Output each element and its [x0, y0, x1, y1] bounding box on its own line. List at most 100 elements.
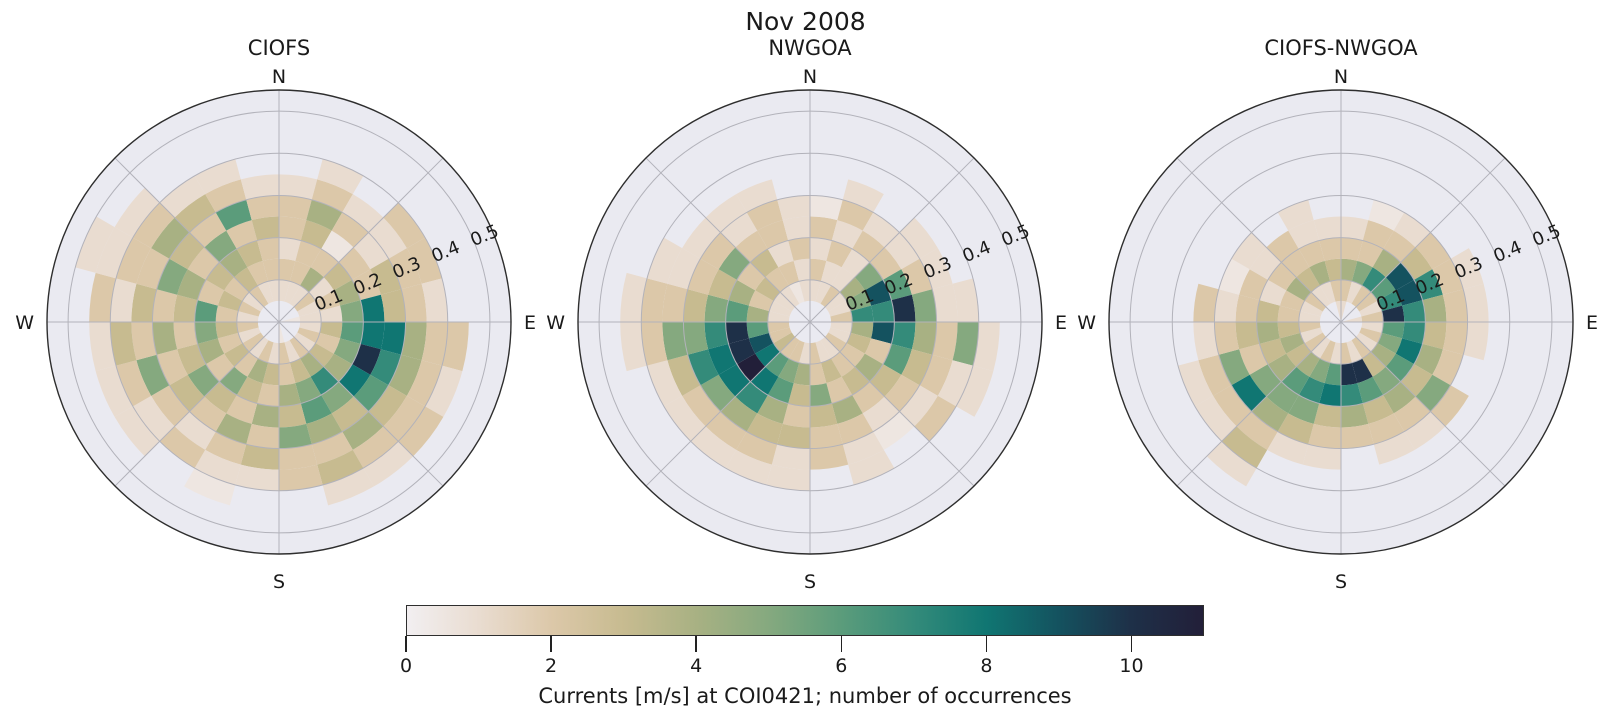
rose-cell	[388, 248, 422, 290]
rose-cell	[338, 364, 371, 397]
rose-cell	[235, 464, 279, 491]
rose-cell	[159, 175, 206, 218]
colorbar-tick-label: 8	[980, 655, 993, 677]
rose-cell	[1355, 292, 1378, 312]
rose-cell	[901, 258, 933, 295]
grid-spoke	[1340, 157, 1506, 323]
compass-label-w: W	[546, 312, 565, 334]
rose-cell	[780, 336, 800, 359]
rose-cell	[736, 353, 766, 382]
rose-cell	[1324, 258, 1341, 282]
grid-spoke	[809, 321, 975, 487]
rose-cell	[353, 232, 389, 270]
rose-cell	[837, 199, 874, 231]
rose-cell	[793, 362, 810, 386]
rose-cell	[380, 322, 406, 355]
rose-cell	[846, 332, 872, 354]
rose-cell	[116, 237, 152, 284]
rose-cell	[1404, 411, 1446, 450]
rose-cell	[932, 283, 958, 322]
rose-cell	[746, 322, 770, 339]
rose-cell	[736, 179, 778, 213]
rose-cell	[1385, 353, 1415, 382]
rose-cell	[864, 279, 892, 306]
figure-title: Nov 2008	[745, 7, 866, 36]
rose-cell	[1341, 237, 1363, 261]
rose-cell	[1377, 290, 1403, 312]
rose-cell	[1302, 444, 1341, 470]
rose-cell	[205, 431, 247, 465]
rose-cell	[342, 411, 384, 450]
rose-cell	[662, 322, 688, 361]
rose-cell	[1298, 376, 1325, 404]
rose-cell	[340, 322, 364, 344]
rose-cell	[236, 311, 259, 322]
colorbar-tick	[695, 636, 697, 652]
rose-cell	[311, 431, 353, 465]
rose-cell	[750, 366, 779, 396]
rose-cell	[1231, 374, 1267, 412]
rose-cell	[319, 305, 343, 322]
rose-cell	[1267, 431, 1309, 465]
rose-cell	[279, 423, 312, 449]
rose-cell	[735, 230, 768, 263]
rose-cell	[236, 322, 259, 333]
rose-cell	[293, 292, 316, 312]
rose-cell	[116, 360, 152, 407]
rose-cell	[793, 258, 810, 282]
rose-cell	[782, 216, 810, 241]
rose-cell	[401, 283, 427, 322]
rose-cell	[1393, 212, 1431, 248]
rose-cell	[342, 194, 384, 233]
rose-cell	[810, 216, 838, 241]
rose-cell	[331, 212, 369, 248]
rose-cell	[937, 360, 973, 407]
compass-label-s: S	[1335, 571, 1347, 593]
rose-cell	[767, 240, 794, 268]
rose-cell	[114, 406, 160, 457]
rose-cell	[238, 300, 261, 317]
rose-cell	[217, 290, 243, 312]
rose-cell	[279, 403, 307, 428]
rose-cell	[184, 468, 236, 506]
rose-cell	[1239, 343, 1268, 375]
rose-cell	[687, 258, 719, 295]
rose-cell	[667, 248, 701, 290]
rose-cell	[1362, 351, 1386, 377]
rose-cell	[1377, 332, 1403, 354]
rose-cell	[810, 423, 843, 449]
rose-cell	[300, 395, 332, 424]
rose-cell	[1357, 240, 1384, 268]
rose-cell	[1235, 294, 1260, 322]
rose-cell	[219, 366, 248, 396]
rose-cell	[306, 413, 343, 445]
rose-cell	[1279, 332, 1305, 354]
rose-cell	[1341, 279, 1352, 302]
rose-cell	[317, 159, 364, 195]
rose-cells	[620, 179, 1000, 491]
rose-cell	[152, 289, 178, 322]
rose-cell	[380, 289, 406, 322]
rose-cell	[883, 269, 912, 301]
rose-cell	[919, 248, 953, 290]
rose-cell	[1288, 395, 1320, 424]
rose-cell	[1341, 362, 1358, 386]
rose-cell	[1422, 294, 1447, 322]
rose-cell	[1298, 322, 1321, 333]
rose-cell	[862, 396, 900, 432]
rose-cell	[1311, 285, 1331, 308]
rose-cell	[826, 376, 853, 404]
rose-cell	[310, 248, 339, 278]
rose-cell	[667, 354, 701, 396]
rose-cell	[705, 194, 747, 233]
rose-cell	[647, 360, 683, 407]
rose-cell	[1442, 289, 1468, 322]
rose-cell	[769, 327, 792, 344]
rose-cell	[682, 385, 721, 427]
rose-cell	[718, 364, 751, 397]
rose-cell	[778, 260, 800, 286]
rose-cell	[830, 322, 853, 333]
grid-spoke	[114, 321, 280, 487]
rose-cell	[89, 322, 117, 372]
